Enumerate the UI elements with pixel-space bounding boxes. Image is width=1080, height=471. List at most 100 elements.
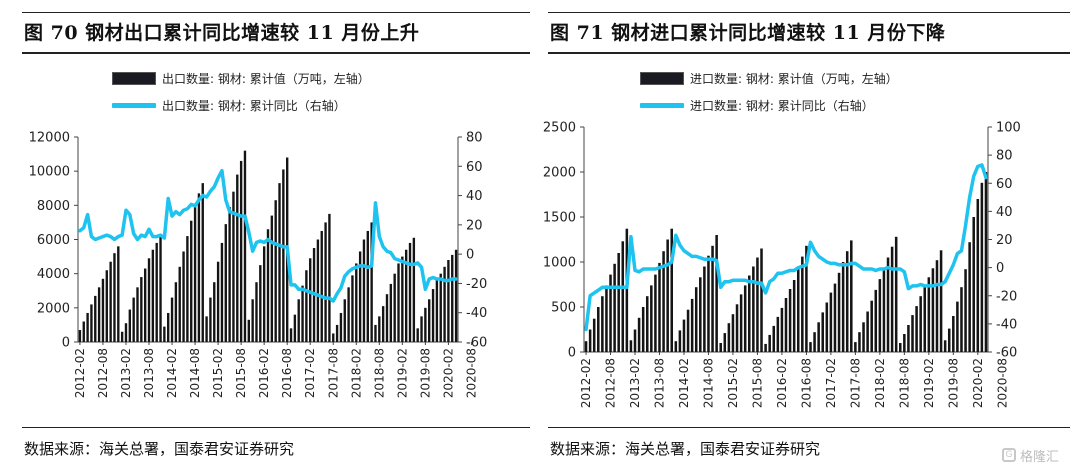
- right-tick-label: 100: [996, 121, 1021, 136]
- bar: [355, 263, 358, 342]
- right-tick-label: -20: [996, 289, 1017, 304]
- bar: [801, 256, 804, 352]
- right-tick-label: 0: [466, 248, 474, 263]
- bar: [829, 292, 833, 352]
- bar: [117, 246, 120, 342]
- bar: [764, 343, 767, 352]
- legend-label: 进口数量: 钢材: 累计值（万吨，左轴）: [690, 71, 898, 86]
- bar: [890, 246, 894, 352]
- bar: [232, 191, 235, 342]
- bar: [841, 262, 845, 352]
- bar: [817, 322, 820, 352]
- legend-line-swatch: [640, 102, 684, 108]
- bar: [216, 261, 220, 342]
- bar: [201, 183, 204, 343]
- bar: [809, 342, 812, 352]
- left-tick-label: 1500: [543, 211, 576, 226]
- bar: [255, 282, 258, 342]
- source-rule: [548, 427, 1070, 428]
- bar: [903, 334, 906, 352]
- legend-item-bars: 进口数量: 钢材: 累计值（万吨，左轴）: [640, 68, 898, 88]
- source-note: 数据来源：海关总署，国泰君安证券研究: [24, 440, 295, 458]
- bar: [597, 307, 600, 352]
- bar: [439, 273, 442, 342]
- x-tick-label: 2018-02: [349, 348, 363, 398]
- bar: [378, 316, 381, 343]
- bar: [637, 317, 641, 352]
- legend-label: 出口数量: 钢材: 累计同比（右轴）: [162, 98, 346, 113]
- yoy-series-line: [78, 168, 458, 303]
- bar: [915, 306, 918, 352]
- bar: [796, 268, 800, 352]
- bar: [109, 261, 112, 342]
- legend-line-swatch: [112, 102, 156, 108]
- source-rule: [22, 427, 530, 428]
- bar: [588, 329, 592, 352]
- bar: [243, 150, 247, 342]
- right-tick-label: 40: [996, 205, 1013, 220]
- bar: [984, 172, 988, 352]
- gelonghui-logo-icon: G: [1002, 448, 1016, 462]
- bar: [159, 236, 162, 342]
- bar: [182, 251, 185, 342]
- bar: [870, 300, 873, 352]
- bar: [170, 297, 174, 342]
- bar: [278, 183, 281, 343]
- bar: [124, 323, 128, 342]
- bar: [976, 199, 980, 352]
- bar: [374, 324, 377, 342]
- bar: [431, 289, 435, 342]
- bar: [625, 228, 629, 352]
- bar: [143, 268, 147, 342]
- bar: [132, 297, 135, 342]
- bar: [633, 329, 637, 352]
- bar: [731, 314, 735, 352]
- left-tick-label: 0: [62, 336, 70, 351]
- left-tick-label: 10000: [29, 165, 70, 180]
- bar: [343, 299, 346, 342]
- bar: [155, 242, 158, 342]
- bar: [370, 222, 373, 342]
- bar: [686, 309, 690, 352]
- x-tick-label: 2013-08: [652, 358, 666, 408]
- bar: [768, 334, 771, 352]
- bar: [228, 207, 231, 342]
- bar: [224, 224, 227, 343]
- right-tick-label: 40: [466, 189, 483, 204]
- bar: [94, 295, 97, 343]
- x-tick-label: 2017-08: [326, 348, 340, 398]
- bar: [412, 237, 416, 342]
- bar: [140, 277, 143, 342]
- right-tick-label: 20: [996, 233, 1013, 248]
- bar: [772, 325, 776, 352]
- bar: [862, 322, 865, 352]
- x-tick-label: 2019-02: [922, 358, 936, 408]
- bar: [424, 307, 427, 342]
- right-tick-label: -60: [996, 346, 1017, 361]
- bar: [886, 257, 890, 352]
- legend-item-bars: 出口数量: 钢材: 累计值（万吨，左轴）: [112, 68, 370, 88]
- bar: [674, 341, 678, 352]
- left-tick-label: 2000: [37, 301, 70, 316]
- bar: [293, 314, 297, 342]
- bar: [654, 274, 657, 352]
- x-tick-label: 2014-02: [677, 358, 691, 408]
- bar: [316, 239, 320, 342]
- right-tick-label: 60: [996, 177, 1013, 192]
- bar: [682, 319, 686, 352]
- top-rule: [22, 12, 530, 13]
- bar: [629, 340, 633, 352]
- x-tick-label: 2015-02: [211, 348, 225, 398]
- bar: [239, 160, 243, 342]
- watermark-text: 格隆汇: [1020, 449, 1060, 465]
- right-tick-label: -20: [466, 277, 487, 292]
- chart-title: 图 71 钢材进口累计同比增速较 11 月份下降: [550, 22, 946, 44]
- bar: [866, 311, 869, 352]
- bar: [584, 341, 588, 352]
- bar: [719, 343, 722, 352]
- bar: [605, 285, 608, 352]
- chart-title: 图 70 钢材出口累计同比增速较 11 月份上升: [24, 22, 420, 44]
- bar: [972, 217, 975, 352]
- bar: [756, 257, 759, 352]
- x-tick-label: 2017-08: [848, 358, 862, 408]
